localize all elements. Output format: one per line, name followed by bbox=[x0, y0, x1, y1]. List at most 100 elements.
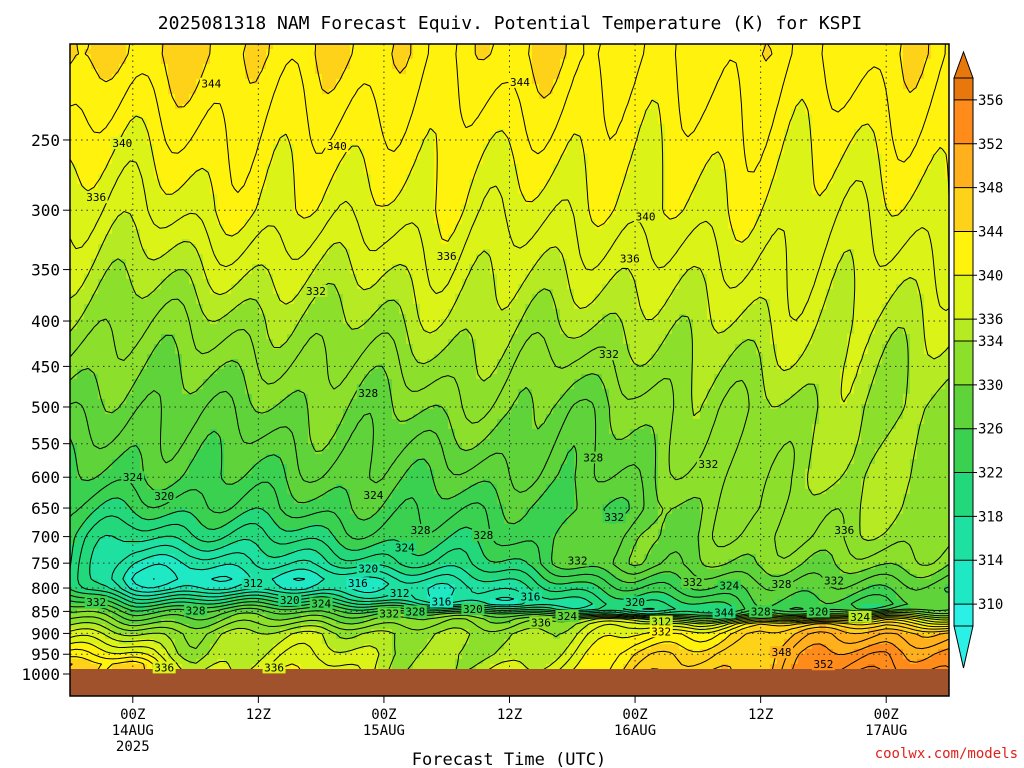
heat-cell bbox=[84, 429, 92, 435]
heat-cell bbox=[273, 354, 281, 360]
heat-cell bbox=[168, 634, 176, 640]
heat-cell bbox=[224, 544, 232, 550]
heat-cell bbox=[196, 459, 204, 465]
heat-cell bbox=[77, 99, 85, 105]
heat-cell bbox=[84, 499, 92, 505]
heat-cell bbox=[91, 429, 99, 435]
heat-cell bbox=[273, 254, 281, 260]
heat-cell bbox=[161, 164, 169, 170]
heat-cell bbox=[168, 384, 176, 390]
heat-cell bbox=[280, 549, 288, 555]
heat-cell bbox=[140, 114, 148, 120]
heat-cell bbox=[231, 284, 239, 290]
heat-cell bbox=[154, 204, 162, 210]
heat-cell bbox=[308, 254, 316, 260]
heat-cell bbox=[245, 529, 253, 535]
heat-cell bbox=[287, 564, 295, 570]
heat-cell bbox=[280, 544, 288, 550]
heat-cell bbox=[280, 394, 288, 400]
heat-cell bbox=[217, 124, 225, 130]
heat-cell bbox=[259, 274, 267, 280]
heat-cell bbox=[315, 129, 323, 135]
heat-cell bbox=[133, 399, 141, 405]
heat-cell bbox=[126, 209, 134, 215]
heat-cell bbox=[280, 414, 288, 420]
heat-cell bbox=[217, 189, 225, 195]
heat-cell bbox=[266, 319, 274, 325]
heat-cell bbox=[91, 359, 99, 365]
heat-cell bbox=[84, 399, 92, 405]
heat-cell bbox=[91, 344, 99, 350]
heat-cell bbox=[182, 529, 190, 535]
heat-cell bbox=[259, 104, 267, 110]
heat-cell bbox=[112, 304, 120, 310]
heat-cell bbox=[189, 234, 197, 240]
heat-cell bbox=[210, 324, 218, 330]
heat-cell bbox=[98, 254, 106, 260]
heat-cell bbox=[126, 289, 134, 295]
heat-cell bbox=[329, 374, 337, 380]
heat-cell bbox=[147, 519, 155, 525]
heat-cell bbox=[112, 569, 120, 575]
heat-cell bbox=[315, 444, 323, 450]
heat-cell bbox=[210, 239, 218, 245]
heat-cell bbox=[315, 279, 323, 285]
heat-cell bbox=[273, 544, 281, 550]
heat-cell bbox=[322, 389, 330, 395]
heat-cell bbox=[126, 429, 134, 435]
heat-cell bbox=[98, 304, 106, 310]
heat-cell bbox=[119, 444, 127, 450]
heat-cell bbox=[294, 94, 302, 100]
heat-cell bbox=[133, 169, 141, 175]
heat-cell bbox=[196, 664, 204, 670]
heat-cell bbox=[175, 49, 183, 55]
heat-cell bbox=[140, 59, 148, 65]
heat-cell bbox=[112, 254, 120, 260]
heat-cell bbox=[84, 204, 92, 210]
heat-cell bbox=[231, 644, 239, 650]
heat-cell bbox=[133, 464, 141, 470]
heat-cell bbox=[91, 549, 99, 555]
heat-cell bbox=[238, 99, 246, 105]
heat-cell bbox=[322, 74, 330, 80]
heat-cell bbox=[196, 144, 204, 150]
heat-cell bbox=[266, 239, 274, 245]
heat-cell bbox=[273, 109, 281, 115]
heat-cell bbox=[175, 654, 183, 660]
heat-cell bbox=[308, 194, 316, 200]
heat-cell bbox=[70, 384, 78, 390]
heat-cell bbox=[224, 94, 232, 100]
heat-cell bbox=[329, 109, 337, 115]
heat-cell bbox=[98, 234, 106, 240]
heat-cell bbox=[203, 264, 211, 270]
heat-cell bbox=[259, 389, 267, 395]
heat-cell bbox=[196, 129, 204, 135]
heat-cell bbox=[91, 54, 99, 60]
heat-cell bbox=[119, 624, 127, 630]
heat-cell bbox=[224, 639, 232, 645]
heat-cell bbox=[105, 224, 113, 230]
heat-cell bbox=[294, 509, 302, 515]
heat-cell bbox=[322, 309, 330, 315]
heat-cell bbox=[91, 249, 99, 255]
heat-cell bbox=[280, 439, 288, 445]
heat-cell bbox=[147, 639, 155, 645]
heat-cell bbox=[154, 414, 162, 420]
heat-cell bbox=[280, 449, 288, 455]
heat-cell bbox=[70, 259, 78, 265]
heat-cell bbox=[287, 659, 295, 665]
heat-cell bbox=[231, 104, 239, 110]
heat-cell bbox=[70, 394, 78, 400]
heat-cell bbox=[287, 654, 295, 660]
heat-cell bbox=[70, 194, 78, 200]
heat-cell bbox=[105, 169, 113, 175]
heat-cell bbox=[70, 339, 78, 345]
heat-cell bbox=[238, 94, 246, 100]
heat-cell bbox=[287, 149, 295, 155]
heat-cell bbox=[140, 209, 148, 215]
heat-cell bbox=[322, 409, 330, 415]
heat-cell bbox=[301, 459, 309, 465]
heat-cell bbox=[259, 569, 267, 575]
heat-cell bbox=[154, 519, 162, 525]
heat-cell bbox=[196, 154, 204, 160]
